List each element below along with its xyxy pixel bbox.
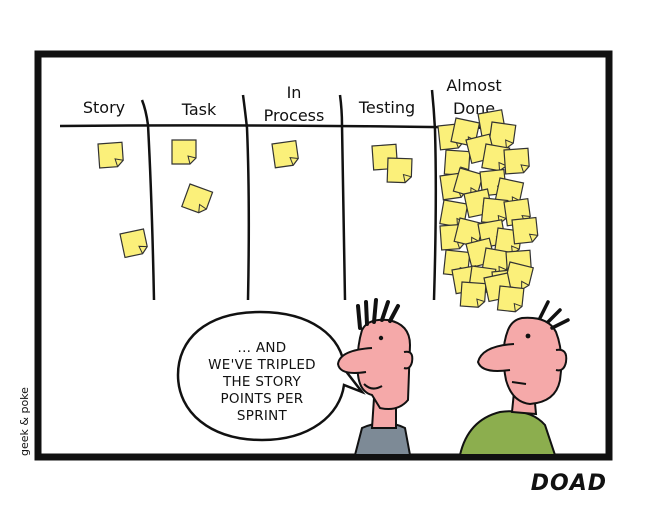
sticky-note-almost-done-7-fold	[498, 161, 507, 171]
character-speaking-hair	[356, 298, 400, 330]
sticky-note-task-2	[181, 183, 214, 214]
sticky-note-task-1-fold	[187, 155, 197, 165]
speech-line-4: POINTS PER	[220, 391, 303, 407]
column-label-testing: Testing	[358, 98, 415, 117]
sticky-note-almost-done-8	[503, 147, 530, 175]
sticky-note-task-2-fold	[198, 203, 207, 213]
sticky-note-in-process-1-fold	[289, 157, 299, 166]
sticky-note-almost-done-15	[480, 197, 509, 225]
sticky-note-story-2-fold	[138, 245, 148, 254]
sticky-note-almost-done-21-fold	[528, 233, 538, 243]
character-listening-mouth	[511, 381, 527, 385]
character-listening-body	[458, 410, 557, 456]
speech-line-2: WE'VE TRIPLED	[208, 357, 316, 373]
sticky-note-story-1	[97, 141, 124, 169]
column-labels: Story Task In Process Testing Almost Don…	[83, 76, 502, 125]
speech-bubble: ... AND WE'VE TRIPLED THE STORY POINTS P…	[176, 310, 366, 442]
column-label-story: Story	[83, 98, 125, 117]
column-label-task: Task	[181, 100, 217, 119]
column-divider-2	[241, 94, 251, 301]
sticky-note-testing-2-fold	[402, 173, 412, 183]
speech-line-3: THE STORY	[222, 374, 302, 390]
character-listening	[458, 300, 570, 456]
character-speaking	[336, 298, 414, 456]
sticky-note-in-process-1	[271, 139, 299, 169]
sticky-notes	[97, 109, 539, 313]
character-listening-head	[502, 316, 563, 406]
sticky-note-task-1	[171, 139, 197, 165]
speech-line-1: ... AND	[238, 340, 287, 356]
character-listening-ear	[555, 348, 568, 372]
artist-credit: geek & poke	[18, 387, 31, 456]
comic-caption: DOAD	[531, 471, 607, 496]
sticky-note-almost-done-32-fold	[513, 302, 523, 312]
sticky-note-almost-done-21	[511, 216, 539, 245]
character-speaking-mouth	[363, 383, 383, 390]
sticky-note-almost-done-8-fold	[520, 164, 530, 173]
character-listening-hair	[538, 300, 570, 330]
speech-line-5: SPRINT	[237, 408, 288, 424]
character-listening-eye	[525, 333, 531, 339]
sticky-note-testing-2	[386, 157, 413, 184]
sticky-note-almost-done-32	[496, 285, 525, 313]
column-divider-1	[140, 99, 156, 301]
character-speaking-eye	[378, 335, 384, 341]
sticky-note-almost-done-29-fold	[521, 280, 530, 290]
column-divider-3	[338, 94, 347, 301]
character-listening-nose	[476, 343, 515, 372]
sticky-note-story-1-fold	[114, 158, 124, 167]
character-speaking-ear	[403, 350, 414, 370]
column-label-in-process-line1: In	[287, 83, 302, 102]
column-label-in-process-line2: Process	[264, 106, 325, 125]
speech-bubble-outline	[176, 310, 366, 442]
column-divider-4	[430, 89, 438, 301]
sticky-note-almost-done-30	[459, 281, 487, 308]
column-label-almost-done-line1: Almost	[446, 76, 501, 95]
character-speaking-nose	[336, 347, 373, 374]
sticky-note-almost-done-4-fold	[505, 139, 514, 149]
sticky-note-almost-done-30-fold	[476, 298, 485, 308]
